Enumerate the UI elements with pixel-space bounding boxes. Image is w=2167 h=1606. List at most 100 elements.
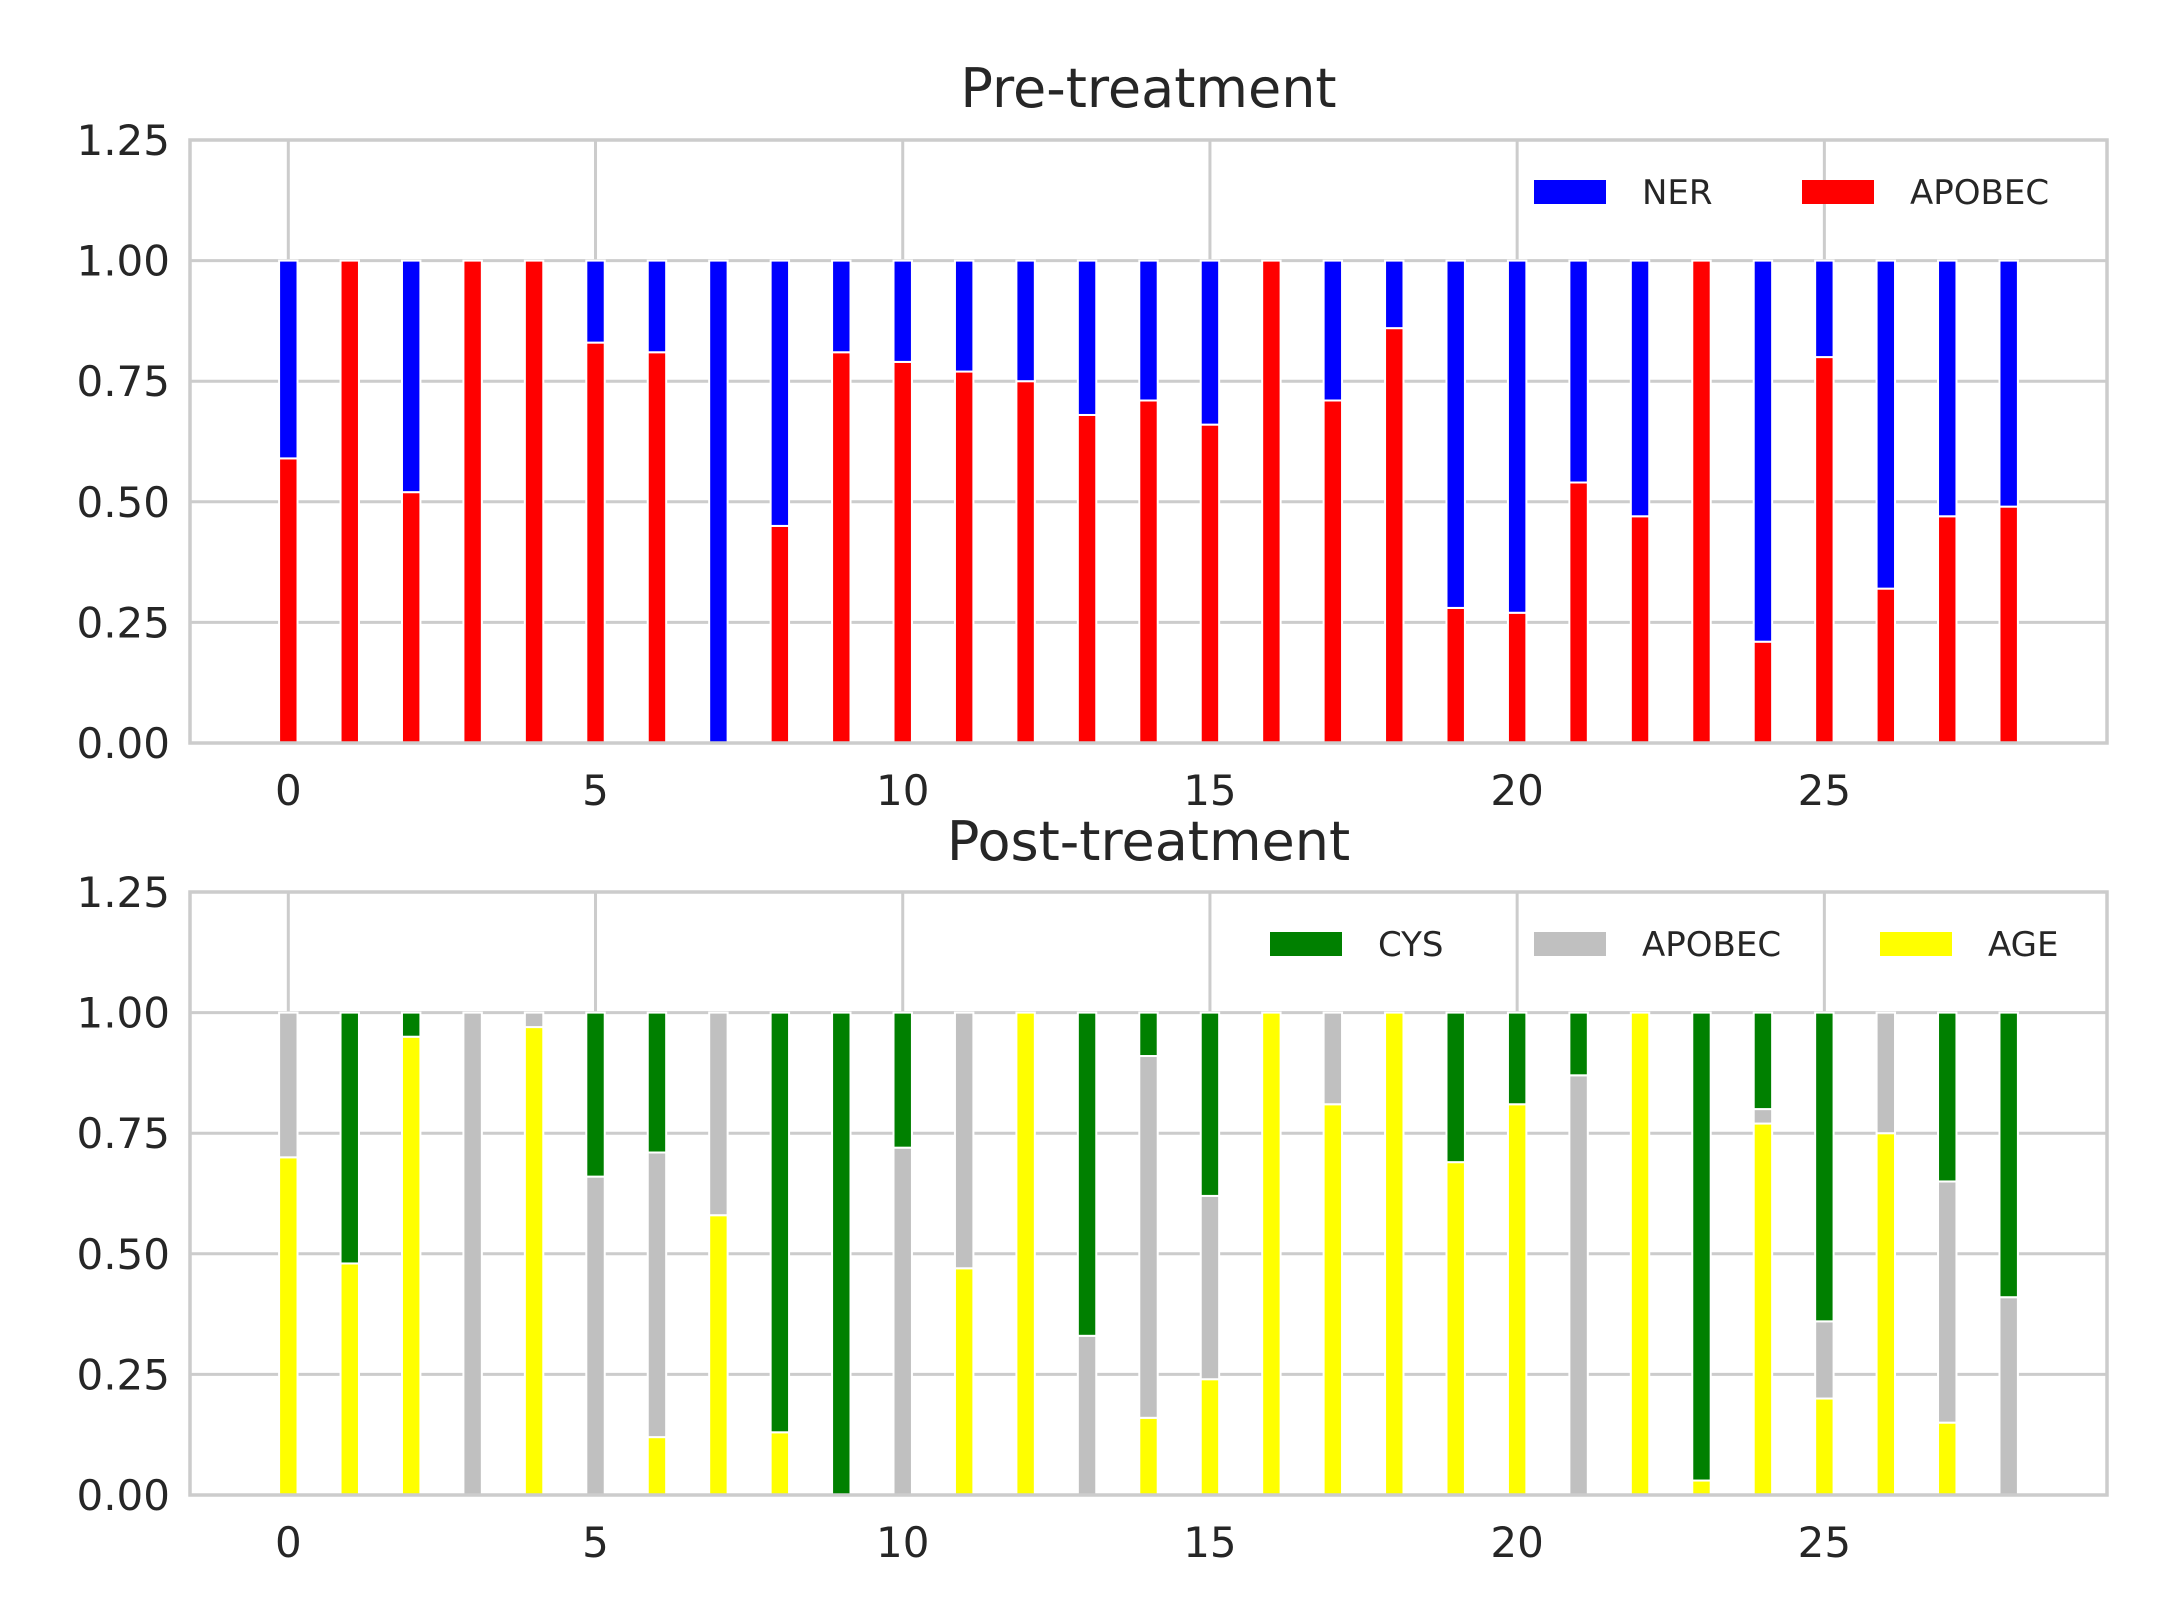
chart-0-bar-apobec [953,370,975,744]
chart-1-y-tick-label: 0.00 [76,1471,170,1520]
chart-0-bar-ner [831,259,852,354]
chart-0-bar-apobec [1752,640,1774,744]
chart-0-legend-label-ner: NER [1642,173,1713,213]
chart-0-bar-ner [1814,259,1835,359]
chart-1-bar-apobec [1138,1055,1159,1419]
chart-0-bar-ner [708,259,729,744]
chart-1-legend-label-cys: CYS [1378,925,1444,965]
chart-0-bar-ner [1875,259,1897,590]
chart-0-bar-apobec [1814,356,1835,744]
chart-0-bar-apobec [1629,515,1651,744]
chart-1-legend-swatch-apobec [1534,932,1606,956]
chart-1-bar-cys [339,1011,360,1265]
chart-1-bar-apobec [462,1011,483,1496]
pre-treatment-panel: 0.00 0.25 0.50 0.75 1.00 1.25 0 5 10 15 20 25 Pre-tr… [76,57,2109,815]
chart-1-x-tick-label: 5 [582,1518,609,1567]
chart-1-bar-age [523,1026,545,1497]
chart-1-bar-age [1261,1011,1282,1496]
chart-1-bar-age [1138,1416,1159,1497]
chart-0-bar-ner [1568,259,1589,484]
chart-1-bar-cys [1445,1011,1466,1164]
chart-1-bar-apobec [278,1011,299,1159]
chart-1-bar-cys [769,1011,791,1434]
chart-0-bar-ner [646,259,668,354]
chart-0-bar-apobec [1015,380,1036,744]
chart-1-y-tick-label: 0.25 [76,1350,170,1399]
chart-1-bar-cys [892,1011,913,1149]
chart-1-bar-cys [1814,1011,1835,1323]
chart-0-bar-apobec [523,259,545,744]
chart-1-bar-cys [1937,1011,1958,1183]
chart-0-bar-apobec [585,341,606,744]
chart-1-bar-age [1814,1397,1835,1497]
chart-0-bar-ner [892,259,913,363]
chart-0-bar-apobec [831,351,852,744]
chart-0-legend-label-apobec: APOBEC [1910,173,2049,213]
chart-0-x-tick-label: 0 [275,766,302,815]
chart-0-bar-ner [1998,259,2019,508]
chart-0-bar-ner [278,259,299,460]
chart-0-bar-apobec [1261,259,1282,744]
chart-0-y-tick-label: 1.00 [76,237,170,286]
chart-1-bar-cys [1752,1011,1774,1111]
chart-0-bar-apobec [339,259,360,744]
chart-1-bar-age [1445,1161,1466,1497]
chart-0-bar-apobec [1384,327,1405,744]
chart-1-bar-apobec [892,1146,913,1496]
chart-0-x-tick-label: 20 [1490,766,1543,815]
chart-1-bar-cys [400,1011,422,1038]
chart-0-legend-swatch-ner [1534,180,1606,204]
chart-0-bar-ner [1138,259,1159,402]
chart-1-bar-cys [1691,1011,1712,1482]
chart-0-y-tick-label: 1.25 [76,116,170,165]
chart-0-bar-apobec [1138,399,1159,744]
chart-0-bar-ner [1445,259,1466,609]
chart-0-bar-apobec [892,360,913,744]
chart-0-bar-apobec [1937,515,1958,744]
chart-1-bar-age [1199,1378,1221,1496]
chart-1-bar-apobec [708,1011,729,1217]
chart-1-y-tick-label: 0.50 [76,1230,170,1279]
chart-1-bar-apobec [646,1151,668,1439]
chart-1-bar-age [769,1431,791,1496]
chart-0-x-tick-label: 25 [1798,766,1851,815]
chart-1-x-tick-label: 10 [876,1518,929,1567]
chart-1-bar-apobec [1076,1334,1098,1496]
chart-1-bar-apobec [1752,1108,1774,1125]
chart-1-bar-cys [1506,1011,1528,1106]
chart-0-bar-apobec [1568,481,1589,744]
chart-0-y-tick-label: 0.25 [76,598,170,647]
chart-0-bar-ner [1322,259,1344,402]
chart-0-bar-apobec [1506,611,1528,745]
chart-1-x-tick-label: 25 [1798,1518,1851,1567]
chart-0-bar-apobec [769,524,791,744]
chart-1-y-tick-label: 1.00 [76,989,170,1038]
chart-0-bar-ner [1384,259,1405,330]
chart-1-x-tick-label: 0 [275,1518,302,1567]
chart-0-bar-ner [1629,259,1651,518]
chart-1-y-tick-label: 1.25 [76,868,170,917]
chart-1-bar-apobec [1199,1194,1221,1381]
chart-0-bar-apobec [1445,606,1466,744]
chart-1-bar-age [278,1156,299,1496]
chart-0-y-tick-label: 0.50 [76,478,170,527]
chart-1-bar-age [1506,1103,1528,1496]
chart-1-bar-apobec [1937,1180,1958,1424]
chart-1-bar-cys [646,1011,668,1154]
chart-0-bar-apobec [1322,399,1344,744]
chart-1-legend-label-apobec: APOBEC [1642,925,1781,965]
chart-1-bar-apobec [1568,1074,1589,1496]
chart-1-x-tick-label: 20 [1490,1518,1543,1567]
chart-1-bar-age [1322,1103,1344,1496]
chart-1-bar-cys [1568,1011,1589,1077]
chart-1-bar-cys [1138,1011,1159,1058]
chart-0-x-tick-label: 10 [876,766,929,815]
chart-1-legend-swatch-age [1880,932,1952,956]
chart-0-bar-apobec [400,491,422,745]
chart-1-bar-apobec [1322,1011,1344,1106]
chart-1-legend-label-age: AGE [1988,925,2059,965]
chart-1-bar-age [708,1214,729,1496]
chart-0-bar-apobec [1998,505,2019,744]
chart-1-bar-apobec [1814,1320,1835,1400]
chart-1-bar-apobec [953,1011,975,1270]
